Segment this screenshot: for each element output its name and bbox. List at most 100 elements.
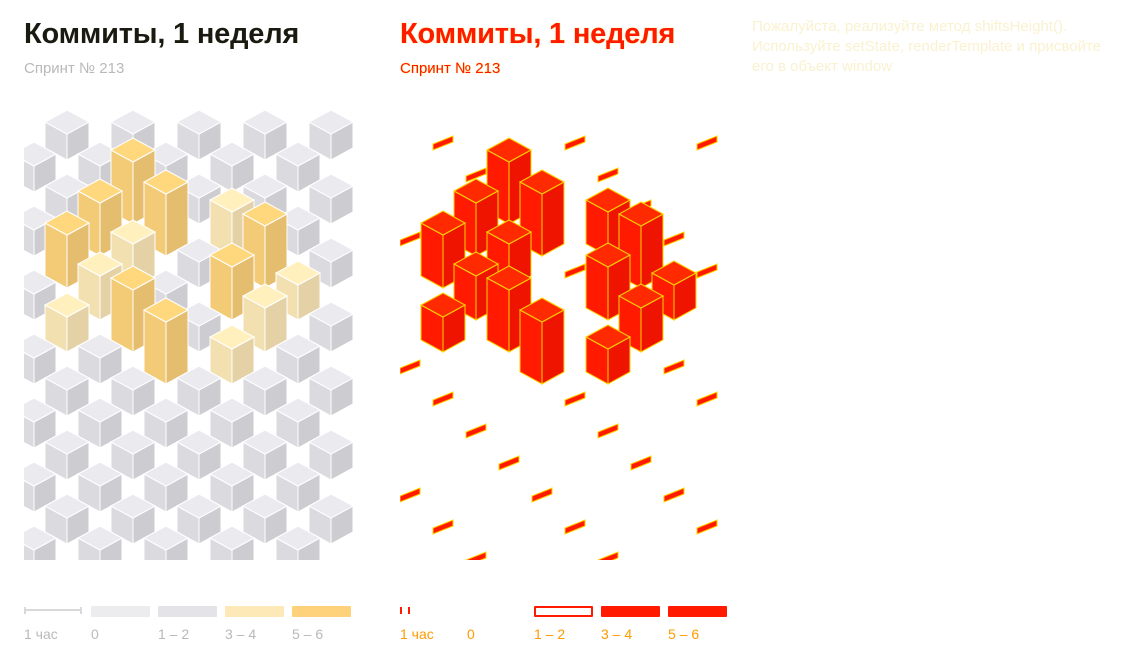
commit-bar — [696, 391, 718, 407]
bar-edge-mark — [432, 391, 454, 407]
chart-panel-diff: Коммиты, 1 неделя Спринт № 213 1 час 0 1… — [400, 0, 740, 668]
bar-top — [307, 493, 354, 519]
bar-top — [208, 525, 256, 551]
bar-top — [109, 110, 157, 135]
commit-bar — [518, 297, 566, 385]
chart-legend-diff: 1 час 0 1 – 2 3 – 4 5 – 6 — [400, 600, 740, 650]
bar-top — [76, 178, 124, 204]
legend-swatch — [534, 606, 593, 617]
legend-scale-diff: 1 час — [400, 600, 460, 650]
bar-top — [307, 365, 354, 391]
commit-bar — [663, 231, 685, 247]
bar-top — [109, 429, 157, 455]
bar-top — [241, 493, 289, 519]
legend-swatch — [292, 606, 351, 617]
commit-bar — [564, 263, 586, 279]
legend-swatch — [158, 606, 217, 617]
bar-top — [307, 173, 354, 199]
commit-bar — [208, 242, 256, 321]
legend-swatch — [91, 606, 150, 617]
bar-edge-mark — [432, 135, 454, 151]
legend-label: 1 – 2 — [534, 626, 566, 642]
scale-bar-icon — [24, 607, 82, 614]
bar-top — [274, 525, 322, 551]
bar-top — [43, 429, 91, 455]
commit-bar — [24, 141, 58, 193]
commit-bar — [24, 461, 58, 513]
bar-top — [109, 219, 157, 245]
commit-bar — [208, 324, 256, 385]
bar-side-right — [165, 309, 189, 385]
bar-top — [43, 493, 91, 519]
bar-top — [142, 397, 190, 423]
bar-top — [24, 333, 58, 359]
bar-top — [452, 251, 500, 277]
chart-legend: 1 час 0 1 – 2 3 – 4 5 – 6 — [24, 600, 364, 650]
bar-top — [485, 219, 533, 245]
bar-top — [307, 110, 354, 135]
bar-top — [43, 110, 91, 135]
legend-label: 5 – 6 — [292, 626, 324, 642]
commit-bar — [564, 391, 586, 407]
bar-top — [584, 242, 632, 268]
bar-top — [24, 397, 58, 423]
bar-top — [76, 397, 124, 423]
chart-panel-original: Коммиты, 1 неделя Спринт № 213 1 час 0 1… — [24, 0, 364, 668]
bar-edge-mark — [531, 487, 553, 503]
bar-side-right — [541, 181, 565, 257]
bar-top — [241, 110, 289, 135]
bar-top — [109, 365, 157, 391]
bar-top — [584, 187, 632, 213]
bar-edge-mark — [663, 231, 685, 247]
bar-top — [241, 283, 289, 309]
bar-edge-mark — [696, 135, 718, 151]
bar-edge-mark — [564, 263, 586, 279]
bar-top — [241, 201, 289, 227]
commit-bar — [663, 359, 685, 375]
commit-bar — [419, 210, 467, 289]
bar-top — [43, 365, 91, 391]
commit-bar — [584, 324, 632, 385]
bar-side-left — [143, 309, 167, 385]
bar-top — [241, 365, 289, 391]
bar-edge-mark — [400, 359, 421, 375]
bar-side-right — [541, 309, 565, 385]
bar-top — [452, 178, 500, 204]
bar-top — [142, 169, 190, 195]
commit-bar — [400, 487, 421, 503]
commit-bar — [76, 525, 124, 560]
commit-bar — [564, 135, 586, 151]
bar-top — [208, 324, 256, 350]
bar-top — [175, 365, 223, 391]
bar-edge-mark — [564, 519, 586, 535]
commit-bar — [597, 167, 619, 183]
bar-edge-mark — [465, 167, 487, 183]
bar-top — [241, 173, 289, 199]
scale-bar-icon — [400, 607, 410, 614]
bar-top — [24, 141, 58, 167]
legend-swatch — [601, 606, 660, 617]
bar-top — [76, 333, 124, 359]
chart-subtitle-diff: Спринт № 213 — [400, 60, 501, 77]
commit-bar — [696, 263, 718, 279]
legend-bin-2: 3 – 4 — [225, 600, 284, 650]
bar-top — [76, 251, 124, 277]
commit-bar — [76, 397, 124, 449]
bar-top — [76, 461, 124, 487]
legend-label: 0 — [467, 626, 475, 642]
task-notice: Пожалуйста, реализуйте метод shiftsHeigh… — [752, 18, 1101, 75]
bar-edge-mark — [400, 231, 421, 247]
bar-top — [274, 260, 322, 286]
bar-top — [76, 525, 124, 551]
commit-bar — [432, 135, 454, 151]
bar-top — [109, 137, 157, 163]
bar-top — [485, 265, 533, 291]
bar-edge-mark — [696, 263, 718, 279]
legend-scale-label: 1 час — [400, 626, 434, 642]
bar-side-left — [486, 277, 510, 353]
commit-bar — [584, 242, 632, 321]
commit-bar — [142, 297, 190, 385]
bar-top — [109, 265, 157, 291]
bar-top — [650, 260, 698, 286]
commit-bar — [465, 423, 487, 439]
